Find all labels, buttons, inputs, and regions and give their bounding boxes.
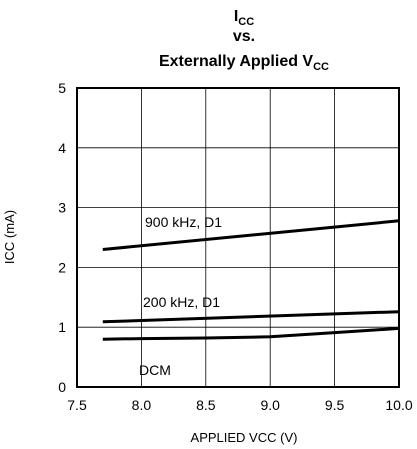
x-tick-label: 8.0 [132, 397, 152, 413]
x-tick-labels: 7.5 8.0 8.5 9.0 9.5 10.0 [67, 397, 413, 413]
title-line-2: vs. [233, 28, 255, 45]
y-tick-label: 4 [58, 140, 66, 156]
y-tick-label: 1 [58, 319, 66, 335]
series-line-900khz [102, 219, 400, 251]
annotation-200khz: 200 kHz, D1 [143, 294, 220, 310]
annotation-900khz: 900 kHz, D1 [145, 214, 222, 230]
x-axis-label: APPLIED VCC (V) [191, 430, 298, 445]
title-line-3: Externally Applied VCC [159, 53, 329, 73]
y-tick-label: 5 [58, 80, 66, 96]
y-tick-label: 2 [58, 259, 66, 275]
x-tick-label: 10.0 [385, 397, 412, 413]
x-tick-label: 9.5 [325, 397, 345, 413]
series-line-200khz [102, 310, 400, 324]
plot-frame [76, 87, 400, 388]
series-lines [102, 219, 400, 341]
y-axis-label: ICC (mA) [2, 210, 17, 264]
y-tick-labels: 0 1 2 3 4 5 [58, 80, 66, 395]
y-tick-label: 3 [58, 200, 66, 216]
x-tick-label: 8.5 [196, 397, 216, 413]
x-tick-label: 7.5 [67, 397, 87, 413]
x-tick-label: 9.0 [260, 397, 280, 413]
annotation-dcm: DCM [139, 362, 171, 378]
chart-title: ICC vs. Externally Applied VCC [159, 8, 329, 73]
series-line-dcm [102, 326, 400, 341]
series-annotations: 900 kHz, D1 200 kHz, D1 DCM [139, 214, 222, 378]
gridlines [77, 88, 399, 387]
title-line-1: ICC [234, 8, 254, 28]
y-tick-label: 0 [58, 379, 66, 395]
